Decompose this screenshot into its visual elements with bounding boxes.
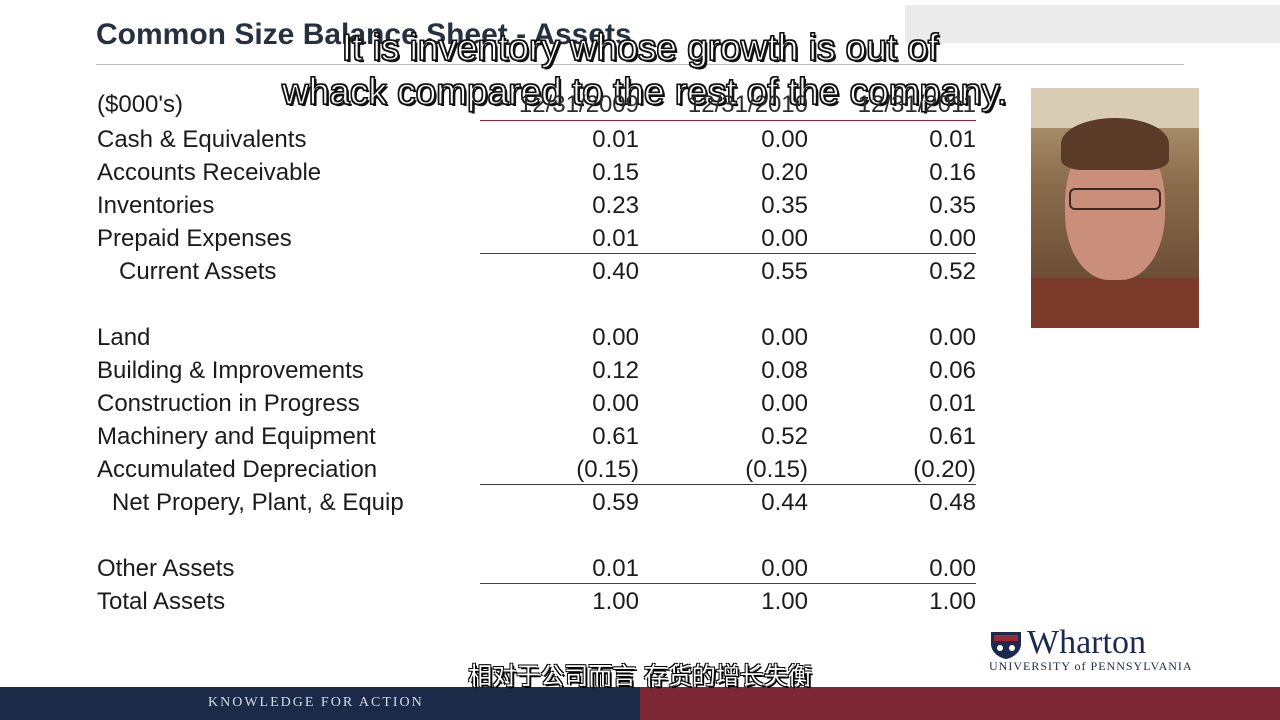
table-row: Accumulated Depreciation (0.15) (0.15) (… — [0, 453, 1000, 486]
footer-red-band — [640, 687, 1280, 720]
subtotal-rule — [480, 484, 976, 485]
row-value: 0.01 — [592, 555, 639, 582]
wharton-wordmark: Wharton — [1027, 624, 1146, 661]
chinese-subtitle: 相对于公司而言 存货的增长失衡 — [468, 662, 812, 690]
row-value: 0.12 — [592, 357, 639, 384]
row-value: 0.61 — [592, 423, 639, 450]
row-value: 0.20 — [761, 159, 808, 186]
row-label: Prepaid Expenses — [97, 225, 292, 252]
row-label: Building & Improvements — [97, 357, 364, 384]
year-header: 12/31/2009 — [518, 91, 639, 118]
row-label: Net Propery, Plant, & Equip — [112, 489, 404, 516]
row-value: 0.35 — [929, 192, 976, 219]
row-value: 0.00 — [929, 225, 976, 252]
row-label: Machinery and Equipment — [97, 423, 376, 450]
footer-tagline: KNOWLEDGE FOR ACTION — [208, 695, 424, 710]
table-row: Accounts Receivable 0.15 0.20 0.16 — [0, 156, 1000, 189]
speaker-glasses — [1069, 188, 1161, 210]
speaker-shirt — [1031, 278, 1199, 328]
row-value: 0.59 — [592, 489, 639, 516]
row-value: 0.00 — [592, 324, 639, 351]
speaker-video — [1031, 88, 1199, 328]
row-value: 0.15 — [592, 159, 639, 186]
row-value: 0.35 — [761, 192, 808, 219]
row-value: 0.00 — [929, 555, 976, 582]
table-row: Building & Improvements 0.12 0.08 0.06 — [0, 354, 1000, 387]
row-value: 0.00 — [929, 324, 976, 351]
row-label: Construction in Progress — [97, 390, 360, 417]
row-value: 0.01 — [929, 126, 976, 153]
header-underline — [480, 120, 976, 121]
row-value: 0.06 — [929, 357, 976, 384]
row-value: 0.00 — [761, 390, 808, 417]
row-value: 0.00 — [761, 225, 808, 252]
table-row: Construction in Progress 0.00 0.00 0.01 — [0, 387, 1000, 420]
total-rule — [480, 583, 976, 584]
footer-navy-band — [0, 687, 640, 720]
row-value: 0.00 — [761, 324, 808, 351]
row-value: (0.15) — [745, 456, 808, 483]
table-row: Machinery and Equipment 0.61 0.52 0.61 — [0, 420, 1000, 453]
penn-shield-icon — [991, 632, 1021, 659]
row-value: 1.00 — [761, 588, 808, 615]
subtotal-rule — [480, 253, 976, 254]
row-label: Cash & Equivalents — [97, 126, 307, 153]
table-row: Prepaid Expenses 0.01 0.00 0.00 — [0, 222, 1000, 255]
row-label: Total Assets — [97, 588, 226, 615]
table-row-total: Total Assets 1.00 1.00 1.00 — [0, 585, 1000, 618]
university-name: UNIVERSITY of PENNSYLVANIA — [989, 659, 1193, 673]
row-value: 1.00 — [592, 588, 639, 615]
row-value: 0.52 — [761, 423, 808, 450]
row-value: (0.20) — [913, 456, 976, 483]
year-header: 12/31/2011 — [857, 91, 976, 118]
row-value: 0.52 — [929, 258, 976, 285]
caption-line-2: whack compared to the rest of the compan… — [281, 70, 1008, 112]
table-row-subtotal: Current Assets 0.40 0.55 0.52 — [0, 255, 1000, 288]
row-label: Other Assets — [97, 555, 235, 582]
row-value: 0.61 — [929, 423, 976, 450]
row-value: 0.01 — [592, 126, 639, 153]
row-value: 0.55 — [761, 258, 808, 285]
row-label: Current Assets — [119, 258, 277, 285]
speaker-hair — [1061, 118, 1169, 170]
table-row: Cash & Equivalents 0.01 0.00 0.01 — [0, 123, 1000, 156]
row-value: 0.00 — [592, 390, 639, 417]
table-header-row: ($000's) 12/31/2009 12/31/2010 12/31/201… — [0, 88, 1000, 121]
row-value: 0.16 — [929, 159, 976, 186]
row-label: Land — [97, 324, 151, 351]
row-value: (0.15) — [576, 456, 639, 483]
row-label: Accumulated Depreciation — [97, 456, 378, 483]
row-value: 0.48 — [929, 489, 976, 516]
row-value: 0.23 — [592, 192, 639, 219]
row-value: 0.44 — [761, 489, 808, 516]
row-value: 0.00 — [761, 126, 808, 153]
video-caption: It is inventory whose growth is out of w… — [281, 26, 1008, 114]
title-divider — [96, 64, 1184, 65]
row-value: 0.01 — [929, 390, 976, 417]
row-value: 0.40 — [592, 258, 639, 285]
slide-title: Common Size Balance Sheet - Assets — [96, 18, 632, 51]
row-value: 0.08 — [761, 357, 808, 384]
row-label: Inventories — [97, 192, 215, 219]
row-value: 0.00 — [761, 555, 808, 582]
year-header: 12/31/2010 — [687, 91, 808, 118]
unit-label: ($000's) — [97, 91, 183, 118]
row-label: Accounts Receivable — [97, 159, 322, 186]
row-value: 1.00 — [929, 588, 976, 615]
table-row: Inventories 0.23 0.35 0.35 — [0, 189, 1000, 222]
table-row: Land 0.00 0.00 0.00 — [0, 321, 1000, 354]
table-row: Other Assets 0.01 0.00 0.00 — [0, 552, 1000, 585]
wharton-logo: Wharton UNIVERSITY of PENNSYLVANIA — [989, 624, 1192, 673]
top-right-gray-panel — [905, 5, 1280, 43]
caption-line-1: It is inventory whose growth is out of — [341, 26, 939, 68]
row-value: 0.01 — [592, 225, 639, 252]
table-row-subtotal: Net Propery, Plant, & Equip 0.59 0.44 0.… — [0, 486, 1000, 519]
